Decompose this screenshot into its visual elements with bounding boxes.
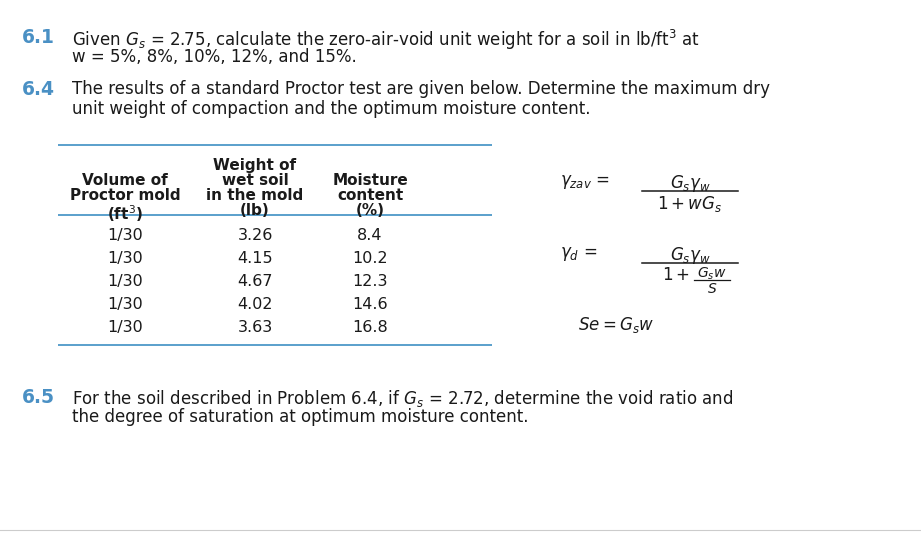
Text: 6.5: 6.5	[22, 388, 55, 407]
Text: (ft$^3$): (ft$^3$)	[107, 203, 143, 224]
Text: $1 + wG_s$: $1 + wG_s$	[658, 194, 723, 214]
Text: (lb): (lb)	[240, 203, 270, 218]
Text: 4.02: 4.02	[238, 297, 273, 312]
Text: 8.4: 8.4	[357, 228, 383, 243]
Text: 4.67: 4.67	[238, 274, 273, 289]
Text: 4.15: 4.15	[238, 251, 273, 266]
Text: w = 5%, 8%, 10%, 12%, and 15%.: w = 5%, 8%, 10%, 12%, and 15%.	[72, 48, 356, 66]
Text: $1 +$: $1 +$	[662, 266, 690, 284]
Text: 3.63: 3.63	[238, 320, 273, 335]
Text: 6.4: 6.4	[22, 80, 55, 99]
Text: in the mold: in the mold	[206, 188, 304, 203]
Text: Weight of: Weight of	[214, 158, 297, 173]
Text: 14.6: 14.6	[352, 297, 388, 312]
Text: 1/30: 1/30	[107, 297, 143, 312]
Text: 16.8: 16.8	[352, 320, 388, 335]
Text: $G_s\gamma_w$: $G_s\gamma_w$	[670, 245, 710, 266]
Text: unit weight of compaction and the optimum moisture content.: unit weight of compaction and the optimu…	[72, 100, 590, 118]
Text: Moisture: Moisture	[332, 173, 408, 188]
Text: 1/30: 1/30	[107, 228, 143, 243]
Text: $Se = G_sw$: $Se = G_sw$	[578, 315, 654, 335]
Text: The results of a standard Proctor test are given below. Determine the maximum dr: The results of a standard Proctor test a…	[72, 80, 770, 98]
Text: 12.3: 12.3	[352, 274, 388, 289]
Text: $G_sw$: $G_sw$	[697, 266, 727, 282]
Text: wet soil: wet soil	[222, 173, 288, 188]
Text: 10.2: 10.2	[352, 251, 388, 266]
Text: Volume of: Volume of	[82, 173, 168, 188]
Text: 6.1: 6.1	[22, 28, 55, 47]
Text: $G_s\gamma_w$: $G_s\gamma_w$	[670, 173, 710, 194]
Text: the degree of saturation at optimum moisture content.: the degree of saturation at optimum mois…	[72, 408, 529, 426]
Text: 1/30: 1/30	[107, 251, 143, 266]
Text: $\gamma_d$ =: $\gamma_d$ =	[560, 245, 597, 263]
Text: 1/30: 1/30	[107, 320, 143, 335]
Text: 3.26: 3.26	[238, 228, 273, 243]
Text: 1/30: 1/30	[107, 274, 143, 289]
Text: content: content	[337, 188, 403, 203]
Text: (%): (%)	[356, 203, 384, 218]
Text: Given $G_s$ = 2.75, calculate the zero-air-void unit weight for a soil in lb/ft$: Given $G_s$ = 2.75, calculate the zero-a…	[72, 28, 700, 52]
Text: $S$: $S$	[706, 282, 717, 296]
Text: Proctor mold: Proctor mold	[70, 188, 181, 203]
Text: $\gamma_{zav}$ =: $\gamma_{zav}$ =	[560, 173, 610, 191]
Text: For the soil described in Problem 6.4, if $G_s$ = 2.72, determine the void ratio: For the soil described in Problem 6.4, i…	[72, 388, 733, 409]
